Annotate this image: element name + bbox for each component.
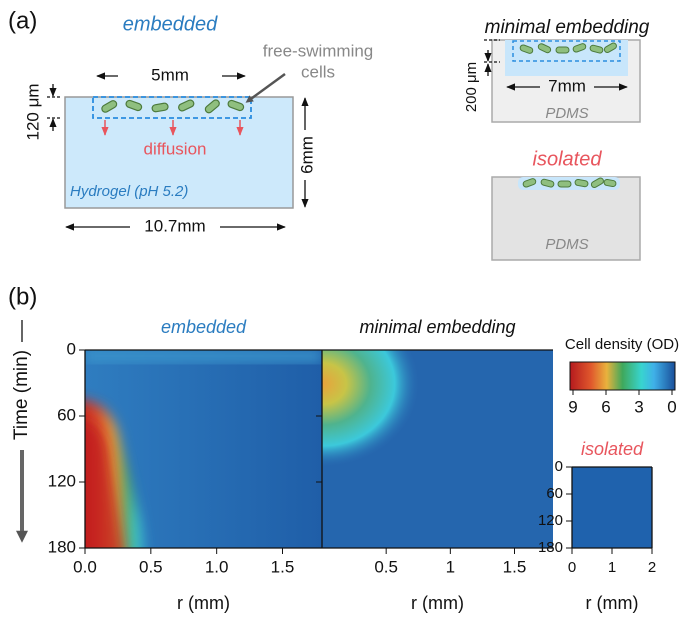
depth-marks	[484, 39, 500, 76]
y-tick-label: 120	[538, 512, 563, 529]
annotation: diffusion	[143, 139, 206, 158]
title: isolated	[533, 148, 603, 170]
colorbar-frame	[569, 361, 676, 391]
diffusion-arrows	[101, 120, 244, 136]
x-tick-label: 1.5	[271, 557, 295, 576]
colorbar-tick-label: 0	[667, 397, 676, 416]
dimension: 7mm	[548, 76, 586, 95]
annotation: cells	[301, 62, 335, 81]
cells	[101, 99, 245, 114]
plot-title: isolated	[581, 439, 644, 459]
title: embedded	[123, 13, 218, 35]
dimension: 6mm	[297, 136, 316, 174]
colorbar	[570, 362, 675, 390]
y-tick-label: 0	[67, 339, 76, 358]
annotation: Hydrogel (pH 5.2)	[70, 183, 188, 200]
x-tick-label: 0.5	[374, 557, 398, 576]
x-tick-label: 0.5	[139, 557, 163, 576]
axis-label: r (mm)	[586, 593, 639, 613]
colorbar-tick-label: 9	[568, 397, 577, 416]
panel-label: (b)	[8, 283, 37, 310]
x-tick-label: 1	[446, 557, 455, 576]
dimension: 200 μm	[463, 62, 480, 112]
leader	[245, 72, 286, 103]
colorbar-label: Cell density (OD)	[565, 336, 679, 353]
hydrogel	[64, 96, 294, 209]
heatmap	[85, 350, 322, 548]
colorbar-tick-label: 6	[601, 397, 610, 416]
dimension: 10.7mm	[144, 216, 205, 235]
depth-marks	[47, 84, 62, 131]
cells	[522, 177, 617, 188]
axis-label: Time (min)	[11, 350, 32, 440]
plot-title: minimal embedding	[359, 317, 515, 337]
x-tick-label: 2	[648, 559, 656, 576]
y-tick-label: 180	[48, 537, 76, 556]
y-tick-label: 60	[546, 485, 563, 502]
cell-layer	[92, 96, 252, 119]
heatmap	[322, 350, 553, 548]
x-tick-label: 1.5	[503, 557, 527, 576]
x-tick-label: 1	[608, 559, 616, 576]
colorbar-tick-label: 3	[634, 397, 643, 416]
heatmap	[572, 467, 652, 548]
axis-label: r (mm)	[177, 593, 230, 613]
material: PDMS	[545, 105, 588, 122]
y-tick-label: 180	[538, 539, 563, 556]
x-tick-label: 0.0	[73, 557, 97, 576]
x-tick-label: 0	[568, 559, 576, 576]
cells	[519, 42, 617, 54]
y-tick-label: 0	[555, 458, 563, 475]
y-tick-label: 120	[48, 471, 76, 490]
material: PDMS	[545, 236, 588, 253]
axis-label: r (mm)	[411, 593, 464, 613]
pdms	[491, 176, 641, 261]
y-tick-label: 60	[57, 405, 76, 424]
annotation: free-swimming	[263, 41, 374, 60]
title: minimal embedding	[485, 17, 650, 38]
x-tick-label: 1.0	[205, 557, 229, 576]
plot-title: embedded	[161, 317, 247, 337]
dimension: 5mm	[151, 65, 189, 84]
dimension: 120 μm	[23, 83, 42, 140]
panel-label: (a)	[8, 7, 37, 34]
